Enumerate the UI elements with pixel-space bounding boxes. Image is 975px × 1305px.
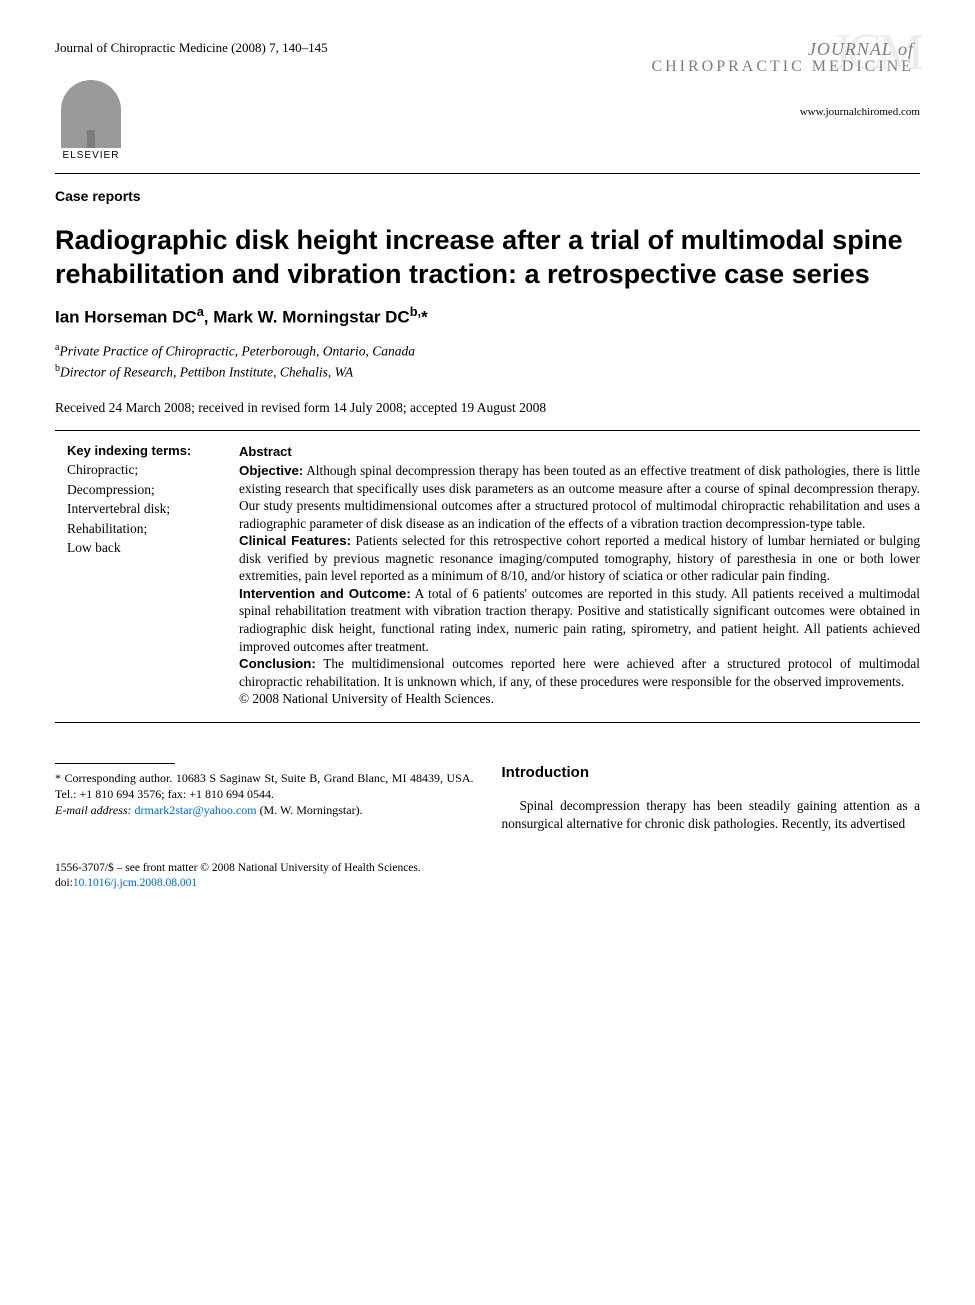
email-label: E-mail address: [55, 803, 132, 817]
doi-label: doi: [55, 877, 73, 889]
abstract-text: The multidimensional outcomes reported h… [239, 656, 920, 689]
journal-reference: Journal of Chiropractic Medicine (2008) … [55, 40, 328, 56]
email-person: (M. W. Morningstar). [260, 803, 363, 817]
abstract-text: Although spinal decompression therapy ha… [239, 463, 920, 531]
abstract-section: Objective: Although spinal decompression… [239, 462, 920, 532]
right-column: Introduction Spinal decompression therap… [502, 763, 921, 833]
header-left: Journal of Chiropractic Medicine (2008) … [55, 40, 328, 161]
footer-doi: doi:10.1016/j.jcm.2008.08.001 [55, 876, 920, 892]
footnote-rule [55, 763, 175, 764]
journal-url: www.journalchiromed.com [651, 106, 920, 118]
section-label: Case reports [55, 188, 920, 204]
left-column: * Corresponding author. 10683 S Saginaw … [55, 763, 474, 833]
keyword-item: Rehabilitation; [67, 519, 217, 539]
authors: Ian Horseman DCa, Mark W. Morningstar DC… [55, 304, 920, 328]
elsevier-label: ELSEVIER [63, 150, 120, 161]
affiliation: aPrivate Practice of Chiropractic, Peter… [55, 341, 920, 361]
page-header: Journal of Chiropractic Medicine (2008) … [55, 40, 920, 161]
jcm-line2: CHIROPRACTIC MEDICINE [651, 59, 914, 76]
keyword-item: Decompression; [67, 480, 217, 500]
abstract-block: Key indexing terms: Chiropractic; Decomp… [55, 430, 920, 723]
corresponding-footnote: * Corresponding author. 10683 S Saginaw … [55, 770, 474, 802]
abstract-label: Conclusion: [239, 656, 316, 671]
abstract-section: Conclusion: The multidimensional outcome… [239, 655, 920, 690]
abstract-column: Abstract Objective: Although spinal deco… [239, 443, 920, 708]
abstract-section: Intervention and Outcome: A total of 6 p… [239, 585, 920, 655]
intro-body: Spinal decompression therapy has been st… [502, 797, 921, 833]
keywords-list: Chiropractic; Decompression; Interverteb… [67, 460, 217, 558]
jcm-logo: JCM JOURNAL of CHIROPRACTIC MEDICINE [651, 40, 920, 76]
doi-link[interactable]: 10.1016/j.jcm.2008.08.001 [73, 877, 197, 889]
email-link[interactable]: drmark2star@yahoo.com [135, 803, 257, 817]
keyword-item: Chiropractic; [67, 460, 217, 480]
keyword-item: Low back [67, 538, 217, 558]
keywords-column: Key indexing terms: Chiropractic; Decomp… [55, 443, 217, 708]
keyword-item: Intervertebral disk; [67, 499, 217, 519]
abstract-heading: Abstract [239, 443, 920, 460]
abstract-copyright: © 2008 National University of Health Sci… [239, 690, 920, 708]
affiliation: bDirector of Research, Pettibon Institut… [55, 362, 920, 382]
header-right: JCM JOURNAL of CHIROPRACTIC MEDICINE www… [651, 40, 920, 118]
header-rule [55, 173, 920, 174]
intro-heading: Introduction [502, 763, 921, 783]
body-columns: * Corresponding author. 10683 S Saginaw … [55, 763, 920, 833]
affil-text: Director of Research, Pettibon Institute… [60, 364, 353, 379]
article-title: Radiographic disk height increase after … [55, 224, 920, 292]
footnote-text: * Corresponding author. 10683 S Saginaw … [55, 771, 474, 801]
keywords-heading: Key indexing terms: [67, 443, 217, 458]
elsevier-tree-icon [61, 80, 121, 148]
abstract-label: Clinical Features: [239, 533, 351, 548]
elsevier-logo: ELSEVIER [55, 80, 127, 161]
affil-text: Private Practice of Chiropractic, Peterb… [59, 344, 415, 359]
received-dates: Received 24 March 2008; received in revi… [55, 400, 920, 416]
affiliations: aPrivate Practice of Chiropractic, Peter… [55, 341, 920, 382]
abstract-label: Intervention and Outcome: [239, 586, 411, 601]
jcm-line1: JOURNAL of [651, 40, 914, 59]
page-footer: 1556-3707/$ – see front matter © 2008 Na… [55, 861, 920, 892]
abstract-section: Clinical Features: Patients selected for… [239, 532, 920, 585]
abstract-label: Objective: [239, 463, 303, 478]
email-footnote: E-mail address: drmark2star@yahoo.com (M… [55, 802, 474, 818]
footer-line1: 1556-3707/$ – see front matter © 2008 Na… [55, 861, 920, 877]
